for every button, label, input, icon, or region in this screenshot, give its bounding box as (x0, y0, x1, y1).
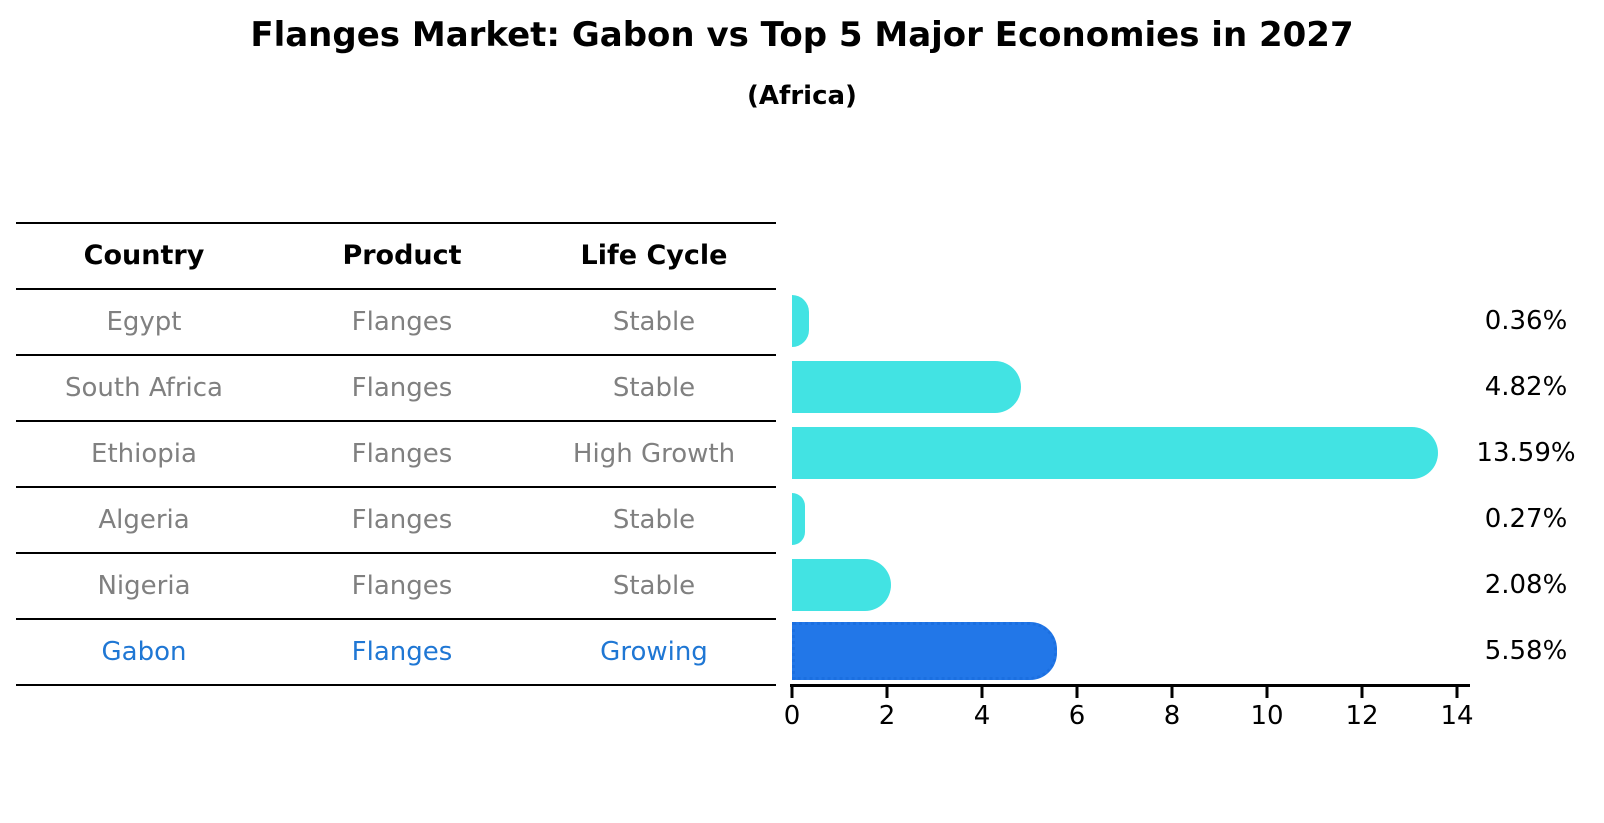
bar-south-africa (792, 361, 1021, 413)
bar-egypt (792, 295, 810, 347)
table-row-gabon: Gabon Flanges Growing (16, 620, 776, 686)
life-cycle-cell: Stable (612, 373, 696, 403)
country-cell: Nigeria (97, 571, 191, 601)
chart-subtitle: (Africa) (747, 81, 857, 111)
value-label-south-africa: 4.82% (1484, 372, 1568, 402)
x-axis-tick (1455, 687, 1459, 698)
column-header-product: Product (342, 240, 462, 271)
product-cell: Flanges (351, 373, 453, 403)
life-cycle-cell: Growing (600, 637, 708, 667)
x-axis-tick-label: 6 (1068, 701, 1086, 731)
table-row: Egypt Flanges Stable (16, 290, 776, 356)
x-axis-tick (1170, 687, 1174, 698)
bar-algeria (792, 493, 805, 545)
x-axis-tick (790, 687, 794, 698)
x-axis-tick-label: 10 (1250, 701, 1284, 731)
bar-ethiopia (792, 427, 1438, 479)
x-axis-tick-label: 0 (783, 701, 801, 731)
x-axis-tick (980, 687, 984, 698)
country-cell: Gabon (101, 637, 187, 667)
country-cell: Egypt (106, 307, 182, 337)
x-axis-tick-label: 4 (973, 701, 991, 731)
chart-title: Flanges Market: Gabon vs Top 5 Major Eco… (250, 15, 1354, 55)
product-cell: Flanges (351, 439, 453, 469)
bar-gabon (792, 622, 1058, 680)
value-label-nigeria: 2.08% (1484, 570, 1568, 600)
table-row: South Africa Flanges Stable (16, 356, 776, 422)
x-axis-tick-label: 12 (1345, 701, 1379, 731)
value-label-gabon: 5.58% (1484, 636, 1568, 666)
bar-row (792, 486, 1457, 552)
life-cycle-cell: High Growth (572, 439, 736, 469)
x-axis-tick-label: 8 (1163, 701, 1181, 731)
value-label-algeria: 0.27% (1484, 504, 1568, 534)
country-cell: Ethiopia (91, 439, 197, 469)
value-label-ethiopia: 13.59% (1476, 438, 1576, 468)
bar-row (792, 618, 1457, 684)
x-axis-spine (790, 684, 1470, 687)
country-cell: Algeria (98, 505, 190, 535)
x-axis-tick (1075, 687, 1079, 698)
table-row: Algeria Flanges Stable (16, 488, 776, 554)
column-header-country: Country (83, 240, 205, 271)
x-axis-tick-label: 14 (1440, 701, 1474, 731)
product-cell: Flanges (351, 571, 453, 601)
country-table: Country Product Life Cycle Egypt Flanges… (16, 222, 776, 686)
bar-row (792, 354, 1457, 420)
bar-row (792, 420, 1457, 486)
x-axis-tick-label: 2 (878, 701, 896, 731)
x-axis-tick (1360, 687, 1364, 698)
life-cycle-cell: Stable (612, 307, 696, 337)
life-cycle-cell: Stable (612, 505, 696, 535)
life-cycle-cell: Stable (612, 571, 696, 601)
bar-row (792, 552, 1457, 618)
bar-row (792, 288, 1457, 354)
product-cell: Flanges (351, 637, 453, 667)
bar-nigeria (792, 559, 891, 611)
country-cell: South Africa (65, 373, 223, 403)
table-row: Nigeria Flanges Stable (16, 554, 776, 620)
product-cell: Flanges (351, 505, 453, 535)
bar-plot (792, 288, 1457, 684)
value-label-column: 0.36% 4.82% 13.59% 0.27% 2.08% 5.58% (1468, 288, 1584, 684)
product-cell: Flanges (351, 307, 453, 337)
column-header-life-cycle: Life Cycle (580, 240, 728, 271)
x-axis-tick (885, 687, 889, 698)
x-axis-tick (1265, 687, 1269, 698)
table-header-row: Country Product Life Cycle (16, 222, 776, 290)
value-label-egypt: 0.36% (1484, 306, 1568, 336)
table-row: Ethiopia Flanges High Growth (16, 422, 776, 488)
